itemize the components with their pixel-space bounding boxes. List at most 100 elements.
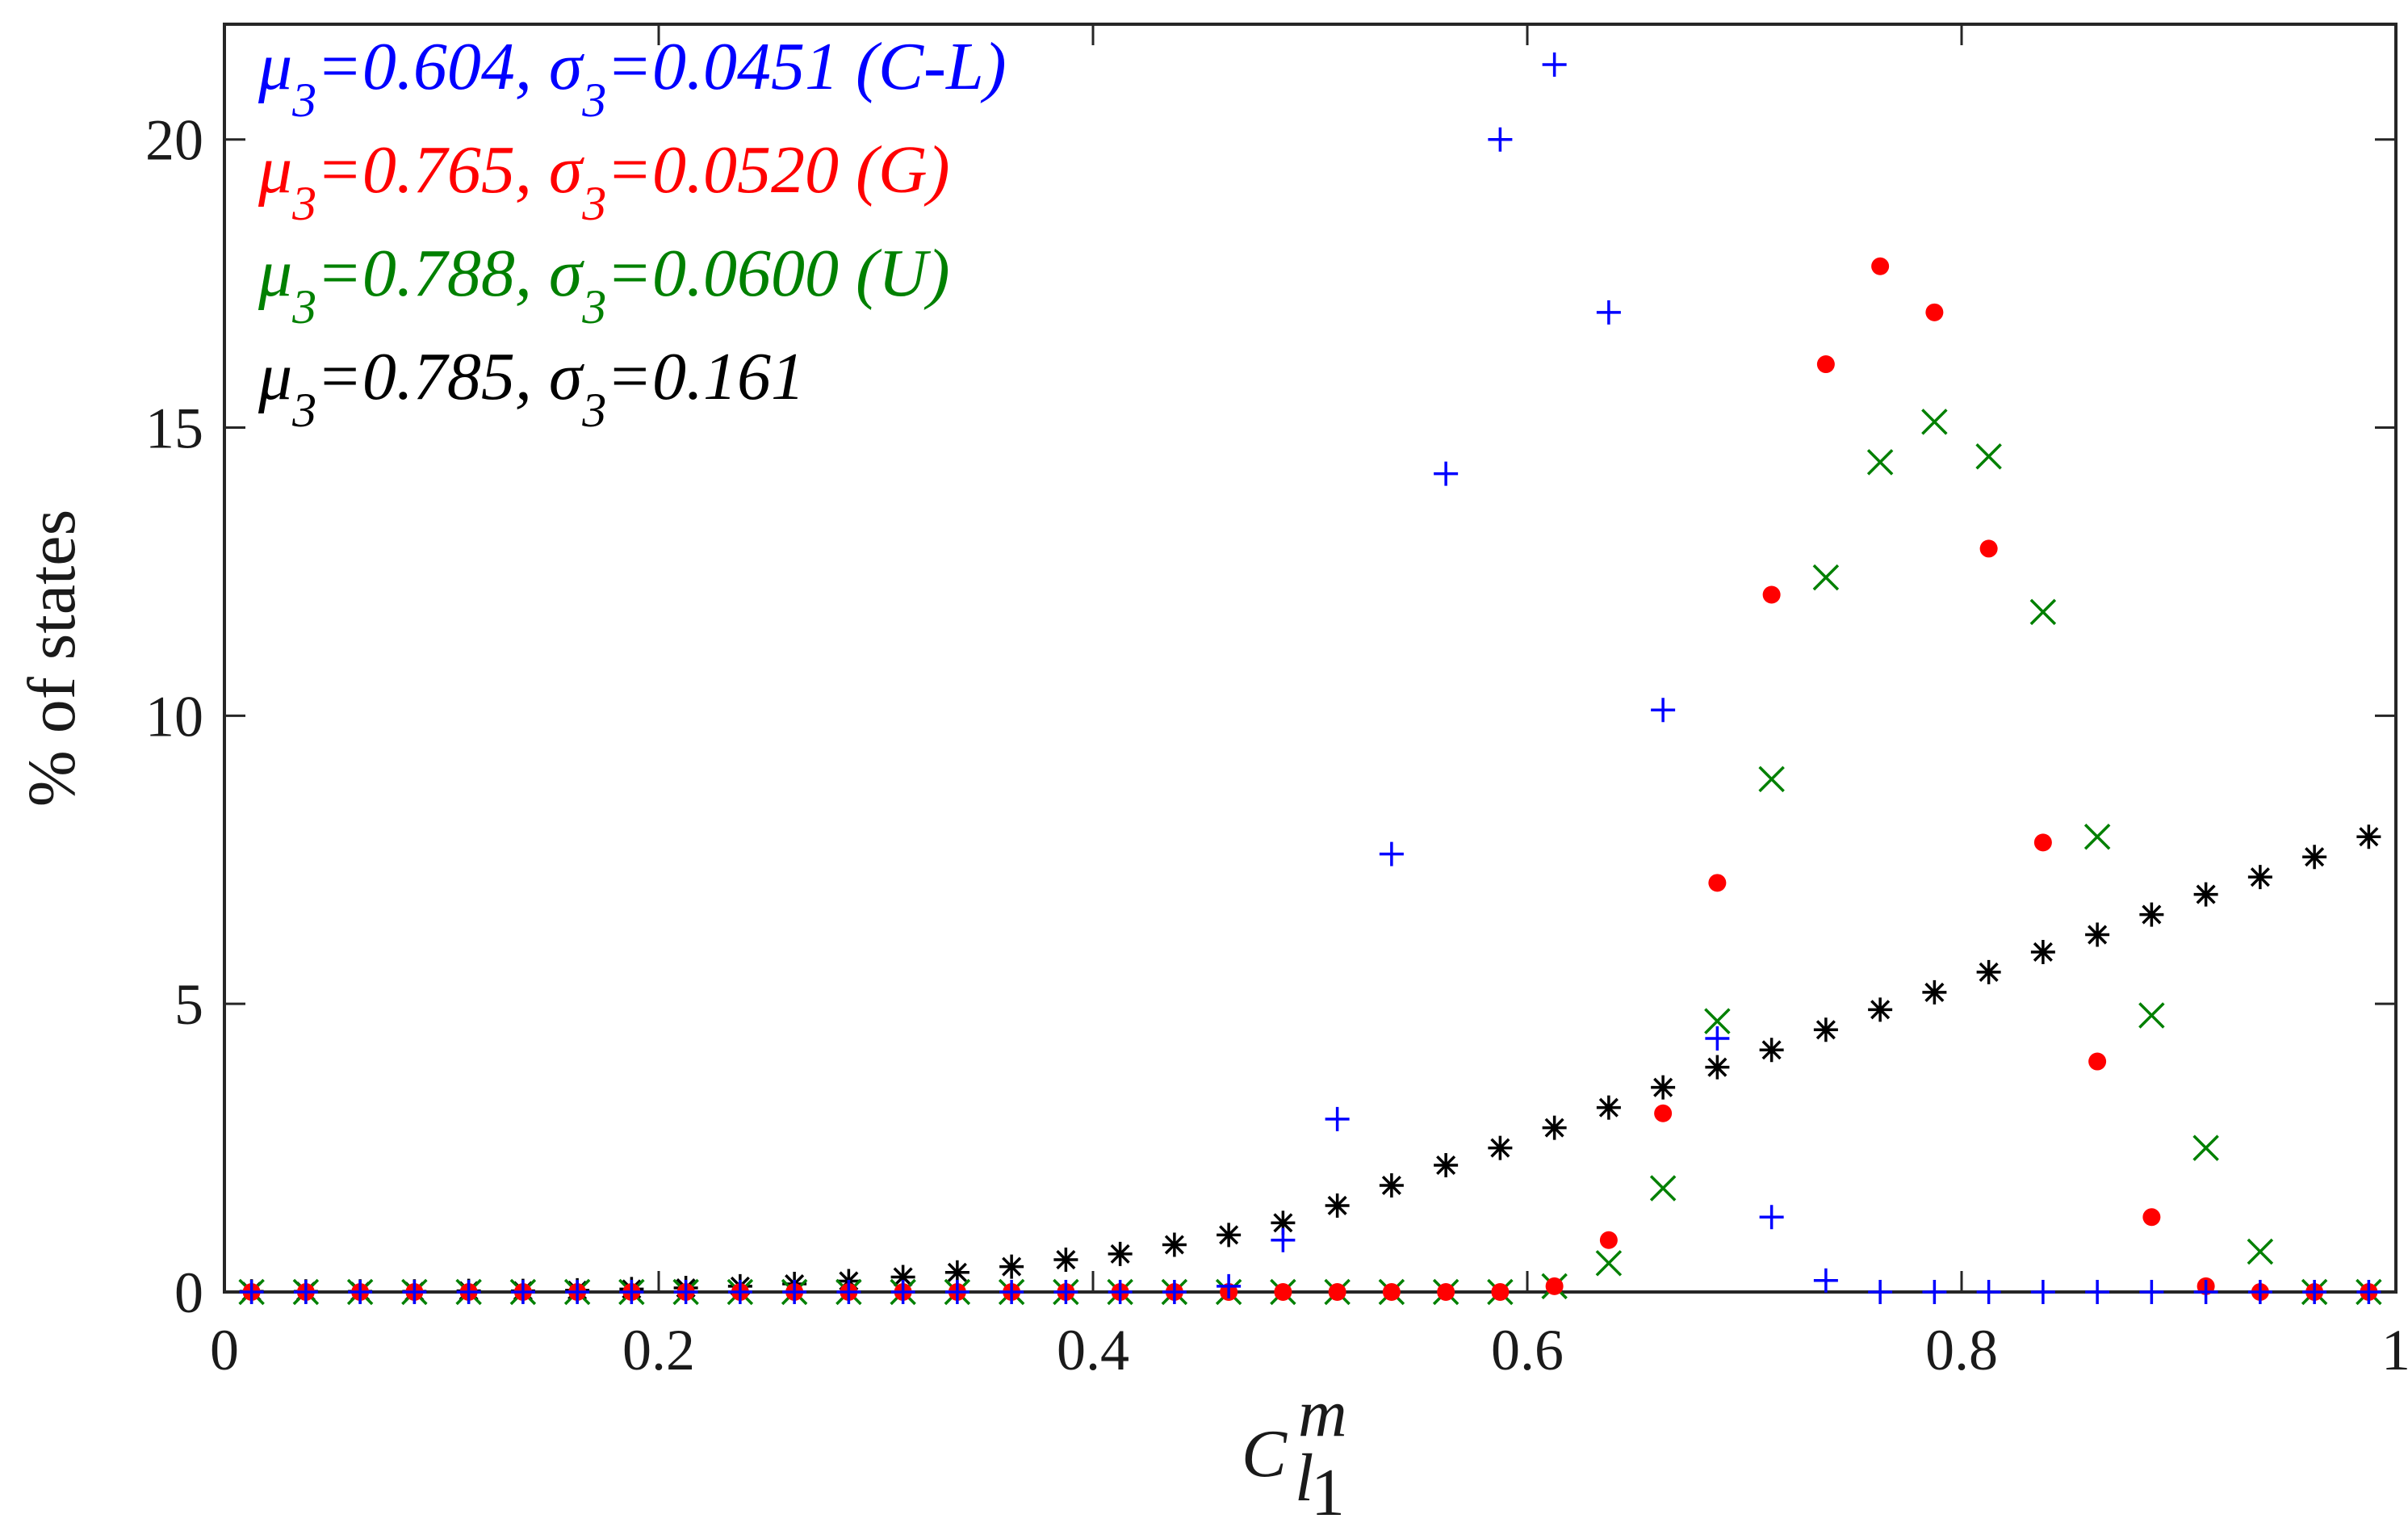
data-point [1108,1280,1133,1304]
x-axis-label-subsubscript: 1 [1311,1455,1345,1530]
data-point [2247,1238,2274,1265]
data-point [510,1280,535,1304]
data-point [1758,766,1785,793]
data-point [1053,1280,1078,1304]
data-point [1925,303,1944,321]
data-point [1704,1008,1731,1034]
data-point [1434,1153,1459,1177]
data-point [727,1280,752,1304]
data-point [999,1254,1024,1279]
data-point [1434,461,1459,486]
data-point [2033,833,2052,852]
data-point [2030,1280,2055,1304]
x-axis-label-base: C [1242,1416,1288,1491]
legend-entry: μ3=0.785, σ3=0.161 [258,339,805,437]
data-point [293,1280,318,1304]
data-point [1921,409,1948,435]
data-point [1759,1038,1784,1063]
data-point [1217,1273,1242,1298]
data-point [2142,1208,2161,1227]
data-point [1596,1095,1621,1120]
data-point [1813,1268,1838,1293]
data-point [890,1265,915,1290]
data-point [1488,127,1513,152]
data-point [1379,841,1404,866]
x-tick-label: 0.6 [1491,1318,1564,1382]
x-tick-label: 0.8 [1925,1318,1998,1382]
x-tick-label: 1 [2381,1318,2408,1382]
data-point [1871,257,1890,275]
data-point [1708,874,1727,892]
data-point [402,1280,427,1304]
data-point [1866,449,1894,476]
data-point [1271,1227,1296,1252]
data-point [782,1280,807,1304]
data-point [1975,443,2002,470]
data-point [2085,1280,2110,1304]
y-tick-label: 5 [174,972,203,1037]
data-point [2192,1135,2219,1161]
data-point [1545,1277,1564,1295]
data-point [1649,1175,1677,1202]
data-point [1651,698,1676,723]
data-point [1379,1172,1404,1198]
data-point [2247,865,2272,890]
data-point [673,1280,698,1304]
data-point [2302,845,2327,870]
data-point [619,1280,644,1304]
data-point [1976,1280,2001,1304]
data-point [1813,1017,1838,1042]
x-tick-label: 0.4 [1057,1318,1129,1382]
data-point [1816,355,1835,374]
data-point [944,1280,969,1304]
x-axis-label: C m l 1 [1242,1376,1347,1530]
data-point [1868,1280,1893,1304]
x-axis-label-superscript: m [1298,1376,1347,1451]
data-marks [238,52,2382,1306]
x-tick-label: 0.2 [622,1318,695,1382]
data-point [1542,52,1567,77]
data-point [1922,979,1947,1005]
data-point [2356,1280,2381,1304]
data-point [2139,1280,2164,1304]
data-point [1328,1283,1346,1301]
data-point [2247,1280,2272,1304]
data-point [2193,882,2218,907]
data-point [2138,1002,2165,1029]
data-point [239,1280,264,1304]
plot-area [223,23,2398,1294]
data-point [944,1260,969,1285]
data-point [1162,1232,1187,1257]
data-point [1759,1205,1784,1230]
data-point [1705,1055,1730,1080]
data-point [1762,585,1781,604]
data-point [456,1280,481,1304]
data-point [1053,1248,1078,1273]
legend-entry: μ3=0.604, σ3=0.0451 (C-L) [258,29,1007,127]
data-point [1922,1280,1947,1304]
data-point [1868,997,1893,1022]
legend-entry: μ3=0.765, σ3=0.0520 (G) [258,132,950,230]
data-point [1979,539,1998,558]
y-tick-label: 0 [174,1260,203,1325]
data-point [2139,902,2164,927]
y-axis-label: % of states [15,510,90,807]
data-point [2302,1280,2327,1304]
y-tick-label: 10 [145,684,203,749]
y-tick-label: 15 [145,396,203,461]
data-point [1976,959,2001,984]
data-point [890,1280,915,1304]
legend-entry: μ3=0.788, σ3=0.0600 (U) [258,236,950,333]
data-point [2030,939,2055,964]
data-point [348,1280,373,1304]
data-point [2085,922,2110,947]
data-point [1812,564,1840,591]
x-tick-label: 0 [210,1318,239,1382]
data-point [1488,1135,1513,1160]
data-point [565,1280,590,1304]
x-axis-label-subscript: l [1295,1441,1313,1516]
data-point [2356,824,2381,849]
data-point [1654,1104,1673,1122]
data-point [1651,1075,1676,1100]
